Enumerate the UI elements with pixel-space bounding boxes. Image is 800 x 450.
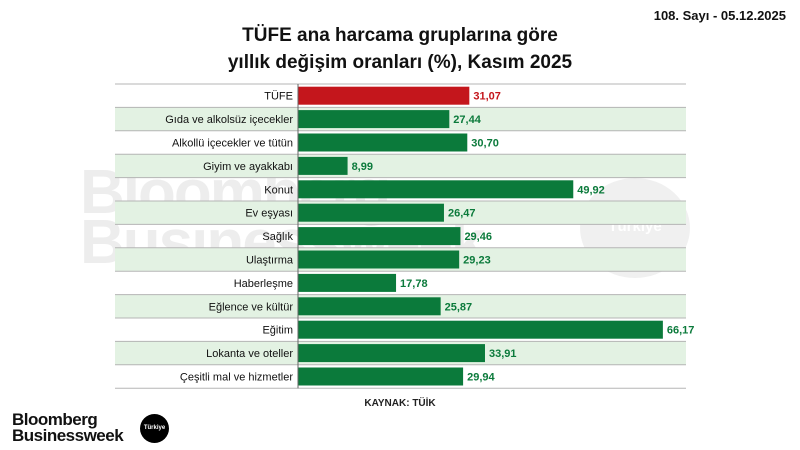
category-label: Çeşitli mal ve hizmetler <box>180 372 293 384</box>
logo-line-2: Businessweek <box>12 426 124 445</box>
issue-date: 108. Sayı - 05.12.2025 <box>653 8 786 23</box>
category-label: Lokanta ve oteller <box>206 348 293 360</box>
category-label: Konut <box>264 184 293 196</box>
logo-line-1: Bloomberg <box>12 410 98 429</box>
bar <box>298 180 574 199</box>
data-label: 31,07 <box>473 91 501 103</box>
data-label: 27,44 <box>453 114 481 126</box>
category-label: Giyim ve ayakkabı <box>203 161 293 173</box>
category-label: Eğitim <box>262 325 293 337</box>
data-label: 8,99 <box>352 161 373 173</box>
brand-logo: Bloomberg Businessweek <box>12 410 124 445</box>
category-label: Ev eşyası <box>245 208 293 220</box>
data-label: 26,47 <box>448 208 476 220</box>
bar <box>298 320 663 339</box>
data-label: 25,87 <box>445 301 473 313</box>
bar <box>298 273 397 292</box>
category-label: TÜFE <box>264 91 293 103</box>
category-label: Eğlence ve kültür <box>209 301 294 313</box>
data-label: 29,23 <box>463 255 491 267</box>
bar <box>298 133 468 152</box>
category-label: Alkollü içecekler ve tütün <box>172 138 293 150</box>
chart-title: TÜFE ana harcama gruplarına göre yıllık … <box>0 22 800 76</box>
chart-title-line-2: yıllık değişim oranları (%), Kasım 2025 <box>227 52 573 73</box>
category-label: Gıda ve alkolsüz içecekler <box>165 114 293 126</box>
bar <box>298 297 441 316</box>
data-label: 29,46 <box>464 231 492 243</box>
category-label: Sağlık <box>262 231 293 243</box>
bar <box>298 110 450 129</box>
bar <box>298 344 485 363</box>
data-label: 17,78 <box>400 278 428 290</box>
bar <box>298 156 348 175</box>
data-label: 49,92 <box>577 184 605 196</box>
data-label: 30,70 <box>471 138 499 150</box>
data-label: 33,91 <box>489 348 517 360</box>
bar <box>298 203 444 222</box>
brand-badge: Türkiye <box>140 414 169 443</box>
bar <box>298 86 470 105</box>
bar <box>298 250 460 269</box>
source-note: KAYNAK: TÜİK <box>364 398 436 409</box>
data-label: 29,94 <box>467 372 495 384</box>
bar <box>298 227 461 246</box>
chart-title-line-1: TÜFE ana harcama gruplarına göre <box>242 25 558 46</box>
row-band <box>115 154 686 178</box>
category-label: Ulaştırma <box>246 255 294 267</box>
bar <box>298 367 464 386</box>
category-label: Haberleşme <box>234 278 293 290</box>
data-label: 66,17 <box>667 325 695 337</box>
